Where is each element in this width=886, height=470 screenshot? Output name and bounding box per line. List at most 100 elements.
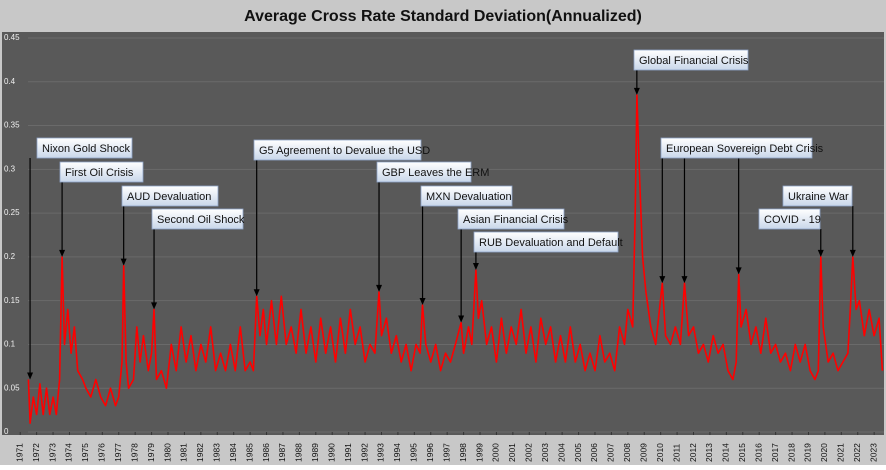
x-tick-label: 1997 xyxy=(441,443,451,462)
x-tick-label: 1971 xyxy=(14,443,24,462)
arrow-head xyxy=(849,249,856,257)
x-tick-label: 1984 xyxy=(228,443,238,462)
arrow-head xyxy=(735,267,742,275)
x-tick-label: 2009 xyxy=(638,443,648,462)
annotation-text: G5 Agreement to Devalue the USD xyxy=(259,145,430,157)
x-tick-label: 2018 xyxy=(786,443,796,462)
x-tick-label: 2012 xyxy=(688,443,698,462)
x-tick-label: 2019 xyxy=(803,443,813,462)
x-tick-label: 1972 xyxy=(31,443,41,462)
x-tick-label: 2022 xyxy=(852,443,862,462)
y-tick-label: 0.2 xyxy=(4,252,16,261)
x-tick-label: 1980 xyxy=(162,443,172,462)
y-tick-label: 0.1 xyxy=(4,340,16,349)
chart-title: Average Cross Rate Standard Deviation(An… xyxy=(244,8,642,25)
x-tick-label: 2023 xyxy=(868,443,878,462)
annotation-box xyxy=(782,185,853,207)
x-tick-label: 1995 xyxy=(409,443,419,462)
arrow-head xyxy=(27,372,34,380)
annotation-box xyxy=(59,161,144,183)
y-tick-label: 0.4 xyxy=(4,77,16,86)
y-tick-label: 0.35 xyxy=(4,121,20,130)
arrow-head xyxy=(472,263,479,271)
arrow-head xyxy=(419,298,426,306)
y-tick-label: 0 xyxy=(4,427,9,436)
x-tick-label: 1993 xyxy=(376,443,386,462)
arrow-head xyxy=(59,249,66,257)
annotation-box xyxy=(253,139,422,161)
annotation-box xyxy=(376,161,472,183)
annotation-text: Asian Financial Crisis xyxy=(463,214,569,226)
annotation-box xyxy=(121,185,219,207)
x-tick-label: 2004 xyxy=(556,443,566,462)
x-tick-label: 2005 xyxy=(573,443,583,462)
annotation-text: AUD Devaluation xyxy=(127,191,211,203)
annotation-box xyxy=(36,137,133,159)
x-tick-label: 1983 xyxy=(212,443,222,462)
x-tick-label: 1978 xyxy=(129,443,139,462)
x-tick-label: 1998 xyxy=(458,443,468,462)
x-tick-label: 1981 xyxy=(179,443,189,462)
y-tick-label: 0.45 xyxy=(4,33,20,42)
arrow-head xyxy=(817,249,824,257)
arrow-head xyxy=(659,276,666,284)
annotation-text: MXN Devaluation xyxy=(426,191,512,203)
arrow-head xyxy=(458,315,465,323)
annotation-text: European Sovereign Debt Crisis xyxy=(666,143,824,155)
annotation-box xyxy=(151,208,244,230)
annotation-box xyxy=(473,231,619,253)
y-tick-label: 0.15 xyxy=(4,296,20,305)
arrow-head xyxy=(681,276,688,284)
annotation-text: Second Oil Shock xyxy=(157,214,245,226)
x-tick-label: 1977 xyxy=(113,443,123,462)
x-tick-label: 2021 xyxy=(836,443,846,462)
x-tick-label: 2010 xyxy=(655,443,665,462)
x-tick-label: 1975 xyxy=(80,443,90,462)
y-tick-label: 0.25 xyxy=(4,208,20,217)
x-tick-label: 1973 xyxy=(47,443,57,462)
y-tick-label: 0.3 xyxy=(4,164,16,173)
arrow-head xyxy=(151,302,158,310)
annotation-text: First Oil Crisis xyxy=(65,167,134,179)
x-tick-label: 2008 xyxy=(622,443,632,462)
x-tick-label: 2016 xyxy=(753,443,763,462)
x-tick-label: 1989 xyxy=(310,443,320,462)
y-tick-label: 0.05 xyxy=(4,383,20,392)
annotation-box xyxy=(420,185,513,207)
arrow-head xyxy=(253,289,260,297)
annotation-text: GBP Leaves the ERM xyxy=(382,167,489,179)
annotation-text: Ukraine War xyxy=(788,191,849,203)
x-tick-label: 1979 xyxy=(146,443,156,462)
x-tick-label: 2014 xyxy=(721,443,731,462)
annotation-box xyxy=(758,208,821,230)
x-tick-label: 1987 xyxy=(277,443,287,462)
annotation-text: COVID - 19 xyxy=(764,214,821,226)
x-tick-label: 2015 xyxy=(737,443,747,462)
x-tick-label: 2006 xyxy=(589,443,599,462)
arrow-head xyxy=(633,87,640,95)
annotation-text: Global Financial Crisis xyxy=(639,55,749,67)
annotation-text: RUB Devaluation and Default xyxy=(479,237,623,249)
x-tick-label: 1976 xyxy=(97,443,107,462)
x-tick-label: 1985 xyxy=(244,443,254,462)
x-tick-label: 2017 xyxy=(770,443,780,462)
x-tick-label: 1992 xyxy=(359,443,369,462)
annotation-box xyxy=(660,137,813,159)
x-tick-label: 1996 xyxy=(425,443,435,462)
data-line xyxy=(27,94,884,424)
x-tick-label: 2003 xyxy=(540,443,550,462)
x-tick-label: 1990 xyxy=(326,443,336,462)
x-tick-label: 1986 xyxy=(261,443,271,462)
x-tick-label: 2001 xyxy=(507,443,517,462)
annotation-box xyxy=(457,208,565,230)
annotation-box xyxy=(633,49,749,71)
x-tick-label: 1999 xyxy=(474,443,484,462)
x-tick-label: 1994 xyxy=(392,443,402,462)
arrow-head xyxy=(376,284,383,292)
x-tick-label: 2002 xyxy=(524,443,534,462)
x-tick-label: 1988 xyxy=(294,443,304,462)
x-tick-label: 1974 xyxy=(64,443,74,462)
x-tick-label: 2007 xyxy=(606,443,616,462)
x-tick-label: 2020 xyxy=(819,443,829,462)
